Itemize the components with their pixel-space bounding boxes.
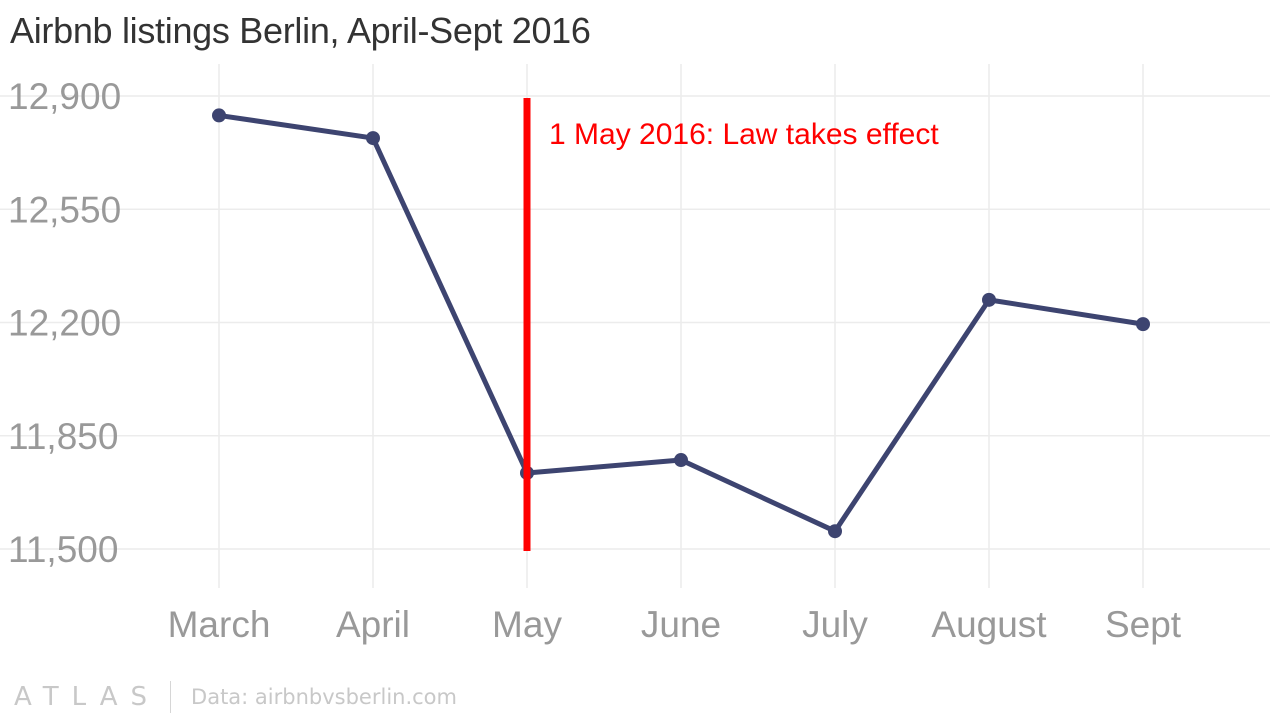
data-point (366, 131, 380, 146)
data-point (982, 292, 996, 307)
data-point (212, 108, 226, 123)
x-axis: March April May June July August Sept (168, 604, 1182, 645)
footer-divider (170, 681, 172, 713)
y-axis: 12,900 12,550 12,200 11,850 11,500 (8, 76, 121, 570)
annotation-layer: 1 May 2016: Law takes effect (523, 98, 939, 551)
data-point (1136, 317, 1150, 332)
line-chart: 12,900 12,550 12,200 11,850 11,500 March Apri… (0, 64, 1270, 645)
x-tick-label: August (931, 604, 1047, 645)
y-tick-label: 12,200 (8, 303, 121, 344)
x-tick-label: July (802, 604, 868, 645)
annotation-label: 1 May 2016: Law takes effect (549, 118, 939, 151)
atlas-logo: ATLAS (14, 682, 161, 712)
y-tick-label: 12,900 (8, 76, 121, 117)
y-tick-label: 12,550 (8, 189, 121, 230)
data-point (828, 524, 842, 539)
series-layer (212, 108, 1150, 539)
chart-title: Airbnb listings Berlin, April-Sept 2016 (10, 10, 591, 51)
x-tick-label: Sept (1105, 604, 1182, 645)
y-tick-label: 11,500 (8, 529, 118, 570)
y-tick-label: 11,850 (8, 416, 118, 457)
data-point (674, 453, 688, 468)
x-tick-label: March (168, 604, 271, 645)
x-tick-label: June (641, 604, 721, 645)
source-note: Data: airbnbvsberlin.com (191, 685, 457, 709)
footer: ATLAS Data: airbnbvsberlin.com (14, 680, 457, 714)
x-tick-label: April (336, 604, 410, 645)
x-tick-label: May (492, 604, 562, 645)
